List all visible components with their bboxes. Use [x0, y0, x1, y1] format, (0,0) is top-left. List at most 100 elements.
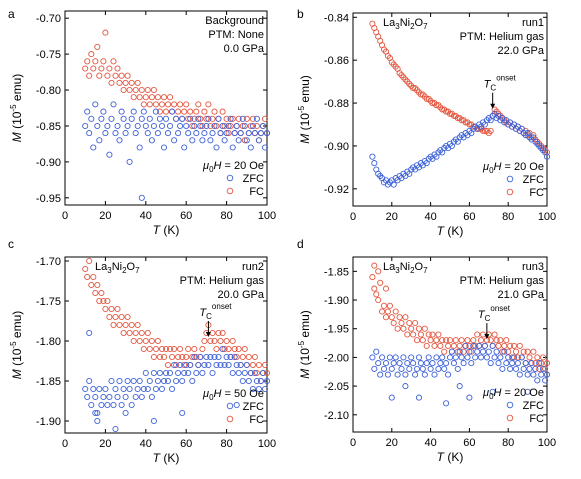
zfc-point [199, 137, 206, 144]
zfc-point [134, 385, 141, 393]
fc-point [514, 354, 521, 361]
x-tick-label: 100 [258, 438, 276, 450]
x-axis-symbol: T [437, 224, 446, 238]
fc-point [92, 289, 99, 297]
y-axis-symbol: M [298, 369, 312, 379]
field-mu: μ [202, 388, 209, 400]
legend-marker-fc [226, 415, 234, 423]
x-axis-unit: (K) [160, 451, 179, 465]
zfc-point [158, 122, 166, 130]
panel-label: c [8, 237, 14, 251]
y-tick-label: -0.88 [324, 98, 349, 110]
annotation-line: run1 [522, 17, 544, 29]
zfc-point [402, 371, 409, 378]
y-tick-label: -0.90 [324, 141, 349, 153]
zfc-point [534, 377, 541, 384]
x-tick-label: 60 [463, 437, 475, 449]
fc-point [219, 329, 226, 337]
zfc-point [489, 342, 496, 349]
field-h: H [214, 160, 222, 172]
fc-point [146, 101, 153, 108]
fc-point [524, 348, 531, 355]
zfc-point [132, 393, 139, 401]
zfc-point [263, 377, 271, 385]
fc-point [152, 345, 159, 353]
zfc-point [187, 115, 194, 122]
fc-point [164, 361, 172, 369]
series-zfc [369, 342, 551, 407]
fc-point [213, 345, 220, 353]
fc-point [213, 122, 220, 130]
zfc-point [179, 377, 186, 385]
x-tick-label: 40 [140, 210, 152, 222]
zfc-point [98, 401, 105, 409]
field-mu: μ [482, 387, 489, 399]
fc-point [382, 285, 390, 292]
y-tick-label: -0.92 [324, 184, 349, 196]
fc-point [221, 345, 228, 353]
zfc-point [487, 360, 494, 367]
fc-point [207, 122, 214, 130]
formula-sub: 3 [395, 266, 400, 275]
zfc-point [417, 360, 424, 367]
fc-point [371, 285, 378, 292]
tc-sup: onset [212, 302, 232, 311]
sample-formula: La3Ni2O7 [95, 261, 140, 275]
fc-point [122, 321, 129, 329]
y-tick-label: -0.75 [36, 49, 61, 61]
zfc-point [257, 377, 264, 385]
zfc-point [509, 360, 516, 367]
y-axis-symbol: M [10, 369, 24, 379]
fc-point [118, 313, 125, 321]
y-tick-label: -1.95 [324, 324, 349, 336]
zfc-point [130, 108, 137, 115]
y-axis-unit-end: emu) [298, 75, 312, 106]
zfc-point [412, 371, 419, 378]
tc-onset-marker: TConset [478, 304, 511, 340]
field-label: μ0H = 20 Oe [482, 161, 544, 175]
y-tick-label: -2.00 [324, 352, 349, 364]
zfc-point [443, 360, 450, 367]
fc-point [84, 58, 91, 65]
formula-part: La [95, 261, 108, 273]
legend-marker-fc [506, 188, 514, 196]
fc-point [536, 365, 543, 372]
zfc-point [371, 160, 378, 167]
fc-point [160, 353, 168, 361]
fc-point [94, 281, 101, 289]
fc-point [235, 115, 242, 122]
zfc-point [110, 101, 117, 108]
field-mu: μ [202, 160, 209, 172]
formula-sub: 7 [423, 22, 428, 31]
fc-point [146, 345, 153, 353]
fc-point [375, 268, 382, 275]
tc-sub: C [206, 312, 212, 321]
fc-point [386, 302, 393, 309]
zfc-point [98, 115, 105, 122]
zfc-point [460, 360, 467, 367]
annotation-line: PTM: None [208, 29, 264, 41]
zfc-point [156, 115, 163, 122]
fc-point [526, 354, 533, 361]
fc-point [499, 348, 506, 355]
fc-point [503, 337, 510, 344]
zfc-point [169, 108, 176, 115]
zfc-point [384, 371, 391, 378]
series-zfc [82, 101, 271, 201]
formula-sub: 3 [395, 22, 400, 31]
zfc-point [138, 194, 145, 201]
zfc-point [142, 369, 149, 377]
fc-point [540, 354, 547, 361]
plot-frame [64, 10, 268, 206]
x-axis-label: T (K) [153, 223, 180, 237]
zfc-point [166, 369, 174, 377]
zfc-point [377, 371, 384, 378]
fc-point [235, 345, 242, 353]
fc-point [491, 106, 498, 113]
fc-point [195, 101, 202, 108]
fc-point [532, 360, 539, 367]
fc-point [207, 337, 214, 345]
fc-point [84, 273, 91, 281]
zfc-point [110, 401, 117, 409]
